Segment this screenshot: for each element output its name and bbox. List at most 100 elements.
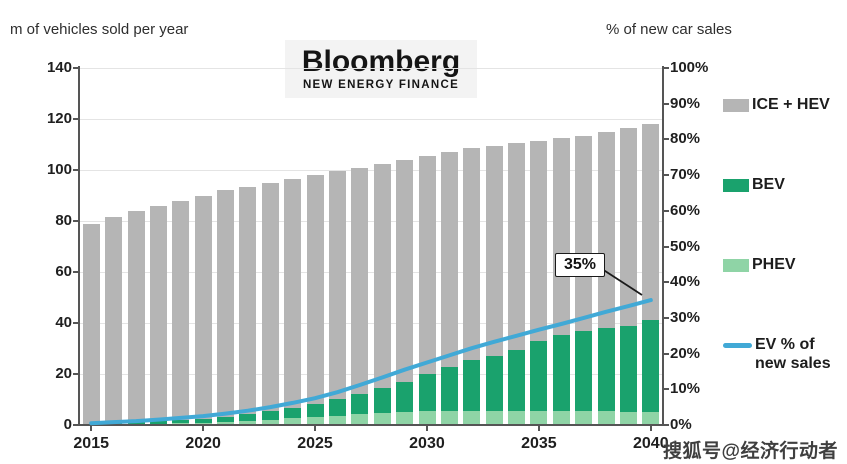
- x-tick-2030: [425, 425, 428, 431]
- x-tick-2040: [649, 425, 652, 431]
- legend-item-phev: PHEV: [723, 256, 830, 275]
- bar-segment-phev: [485, 410, 503, 425]
- watermark-text: 搜狐号@经济行动者: [663, 441, 839, 462]
- bar-segment-ice-hev: [642, 124, 660, 321]
- right-tick-50: [663, 245, 669, 248]
- bar-segment-ice-hev: [105, 217, 123, 423]
- left-axis-title: m of vehicles sold per year: [10, 21, 189, 38]
- right-tick-label-20: 20%: [670, 344, 701, 362]
- legend-label: PHEV: [752, 256, 796, 273]
- bar-2022: [239, 186, 257, 425]
- bar-segment-ice-hev: [418, 156, 436, 374]
- left-tick-label-100: 100: [46, 161, 72, 178]
- right-tick-label-40: 40%: [670, 273, 701, 291]
- bar-segment-ice-hev: [82, 223, 100, 424]
- gridline-60: [80, 272, 662, 273]
- left-tick-label-140: 140: [46, 59, 72, 76]
- bar-segment-phev: [418, 411, 436, 425]
- left-tick-0: [73, 424, 79, 426]
- bar-segment-ice-hev: [575, 135, 593, 331]
- right-tick-label-70: 70%: [670, 166, 701, 184]
- bar-2028: [373, 163, 391, 425]
- bar-2034: [508, 143, 525, 425]
- bar-segment-phev: [597, 411, 615, 425]
- bar-2023: [261, 182, 279, 425]
- bar-segment-phev: [575, 411, 593, 425]
- left-tick-20: [73, 373, 79, 375]
- left-tick-140: [73, 67, 79, 69]
- left-tick-100: [73, 169, 79, 171]
- bar-segment-bev: [284, 407, 302, 419]
- bar-segment-bev: [396, 381, 414, 413]
- bar-2032: [463, 148, 481, 425]
- gridline-140: [80, 68, 662, 69]
- legend-swatch: [723, 179, 749, 192]
- left-tick-label-0: 0: [63, 416, 72, 433]
- bar-2030: [418, 156, 436, 425]
- bar-segment-ice-hev: [217, 190, 234, 417]
- bar-segment-phev: [463, 410, 481, 425]
- bar-segment-ice-hev: [306, 175, 324, 404]
- right-tick-40: [663, 281, 669, 284]
- right-tick-label-80: 80%: [670, 130, 701, 148]
- right-tick-label-50: 50%: [670, 237, 701, 255]
- bar-segment-ice-hev: [530, 140, 548, 341]
- x-tick-2020: [202, 425, 205, 431]
- x-tick-label-2040: 2040: [633, 435, 669, 452]
- bloomberg-logo: Bloomberg NEW ENERGY FINANCE: [285, 40, 477, 98]
- bar-segment-bev: [306, 403, 324, 418]
- bar-segment-bev: [597, 328, 615, 412]
- bar-segment-ice-hev: [261, 182, 279, 411]
- left-axis-line: [78, 66, 80, 426]
- right-axis-title: % of new car sales: [606, 21, 732, 38]
- right-tick-label-100: 100%: [670, 59, 709, 76]
- left-tick-label-40: 40: [55, 314, 72, 331]
- bar-segment-bev: [440, 367, 458, 411]
- bar-2015: [82, 223, 100, 425]
- bar-2035: [530, 140, 548, 425]
- plot-area: [80, 68, 662, 426]
- right-tick-80: [663, 138, 669, 141]
- x-tick-2015: [90, 425, 93, 431]
- right-tick-30: [663, 316, 669, 319]
- bar-segment-bev: [351, 393, 369, 415]
- bar-segment-ice-hev: [619, 127, 637, 326]
- x-tick-label-2015: 2015: [73, 435, 109, 452]
- bar-segment-bev: [530, 340, 548, 411]
- bar-segment-ice-hev: [328, 171, 346, 400]
- bar-2040: [642, 124, 660, 425]
- bar-segment-phev: [530, 410, 548, 425]
- legend-label: ICE + HEV: [752, 96, 830, 113]
- right-tick-label-60: 60%: [670, 201, 701, 219]
- bar-2031: [440, 152, 458, 425]
- right-tick-70: [663, 174, 669, 177]
- left-tick-label-80: 80: [55, 212, 72, 229]
- x-tick-label-2025: 2025: [297, 435, 333, 452]
- x-axis-line: [78, 424, 664, 426]
- bar-segment-ice-hev: [239, 186, 257, 415]
- bar-segment-ice-hev: [552, 138, 570, 335]
- bar-segment-bev: [328, 399, 346, 416]
- bar-segment-bev: [508, 349, 525, 411]
- bar-2037: [575, 135, 593, 425]
- bar-segment-ice-hev: [440, 152, 458, 368]
- legend-swatch: [723, 99, 749, 112]
- bar-2033: [485, 145, 503, 425]
- right-tick-100: [663, 67, 669, 69]
- legend-swatch: [723, 343, 752, 348]
- x-tick-label-2030: 2030: [409, 435, 445, 452]
- legend-label: BEV: [752, 176, 785, 193]
- x-tick-2035: [537, 425, 540, 431]
- bar-segment-ice-hev: [463, 148, 481, 360]
- legend-item-ev-of-new-sales: EV % of new sales: [723, 336, 833, 374]
- bar-2021: [217, 190, 234, 425]
- bar-segment-phev: [440, 410, 458, 425]
- x-tick-label-2035: 2035: [521, 435, 557, 452]
- bar-segment-ice-hev: [396, 159, 414, 382]
- bar-2025: [306, 175, 324, 425]
- bar-segment-ice-hev: [172, 200, 190, 420]
- bar-segment-bev: [619, 325, 637, 412]
- bar-segment-bev: [418, 374, 436, 411]
- bloomberg-logo-subtitle: NEW ENERGY FINANCE: [302, 79, 460, 91]
- bar-2024: [284, 179, 302, 425]
